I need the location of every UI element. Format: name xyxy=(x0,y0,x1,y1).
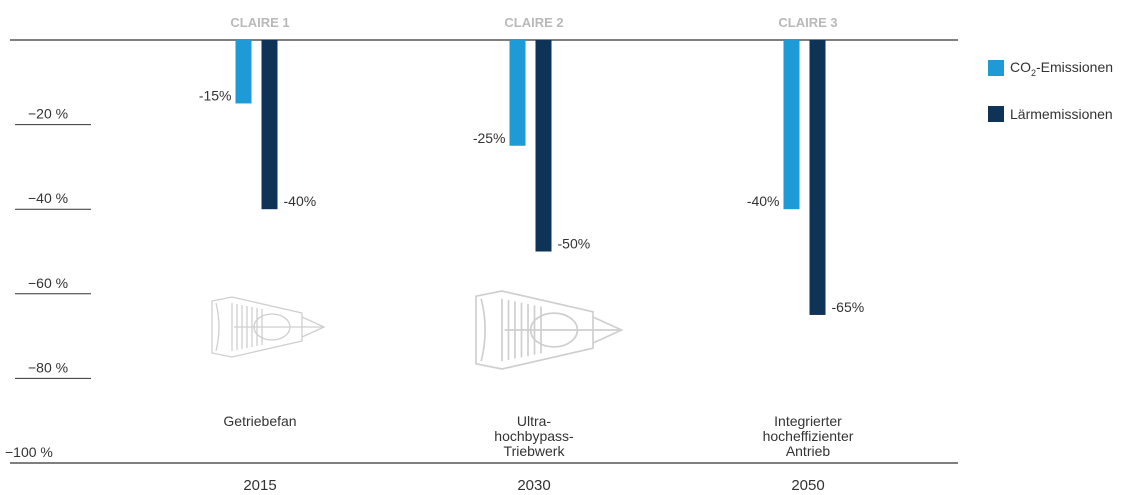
legend-label-noise: Lärmemissionen xyxy=(1010,106,1113,122)
legend-swatch-noise xyxy=(988,106,1004,122)
data-label: -50% xyxy=(558,236,591,252)
y-tick-label: −80 % xyxy=(28,359,68,375)
engine-label: Integrierter hocheffizienter Antrieb xyxy=(763,413,854,459)
y-tick-label: −60 % xyxy=(28,275,68,291)
x-tick-label: 2050 xyxy=(791,477,824,494)
data-label: -40% xyxy=(284,193,317,209)
engine-icon-ultrahochbypass xyxy=(475,290,624,370)
bar-co2-2030 xyxy=(509,40,526,146)
program-label: CLAIRE 3 xyxy=(778,15,837,30)
program-label: CLAIRE 2 xyxy=(504,15,563,30)
x-tick-label: 2030 xyxy=(517,477,550,494)
data-label: -25% xyxy=(473,130,506,146)
legend-swatch-co2 xyxy=(988,60,1004,76)
bar-noise-2030 xyxy=(535,40,552,252)
legend-item-co2: CO2-Emissionen xyxy=(988,58,1113,78)
legend: CO2-Emissionen Lärmemissionen xyxy=(988,58,1113,150)
engine-icon-getriebefan xyxy=(211,296,326,358)
program-label: CLAIRE 1 xyxy=(230,15,289,30)
bar-noise-2050 xyxy=(809,40,826,315)
data-label: -15% xyxy=(199,87,232,103)
x-tick-label: 2015 xyxy=(243,477,276,494)
legend-label-co2: CO2-Emissionen xyxy=(1010,58,1114,78)
y-tick-label: −40 % xyxy=(28,190,68,206)
legend-item-noise: Lärmemissionen xyxy=(988,104,1113,124)
engine-label: Ultra-hochbypass-Triebwerk xyxy=(494,413,574,459)
y-tick-label: −20 % xyxy=(28,106,68,122)
y-tick-label: −100 % xyxy=(5,444,53,460)
bar-co2-2050 xyxy=(783,40,800,210)
data-label: -65% xyxy=(832,299,865,315)
bar-co2-2015 xyxy=(235,40,252,104)
data-label: -40% xyxy=(747,193,780,209)
bar-noise-2015 xyxy=(261,40,278,210)
engine-label: Getriebefan xyxy=(223,413,296,429)
